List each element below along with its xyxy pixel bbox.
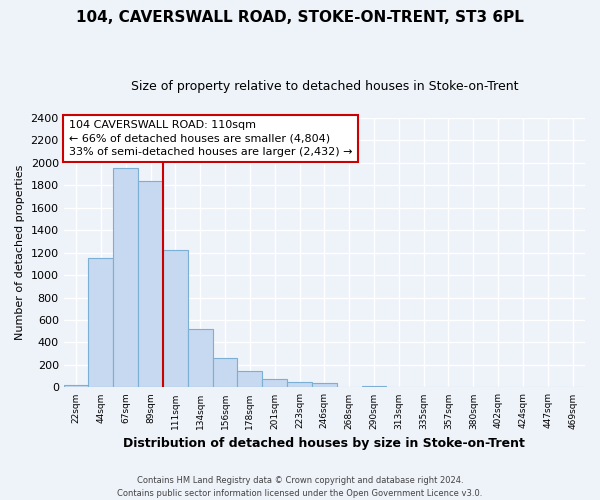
Bar [238,371,262,388]
X-axis label: Distribution of detached houses by size in Stoke-on-Trent: Distribution of detached houses by size … [124,437,525,450]
Bar [163,250,188,388]
Bar [64,384,88,388]
Bar [113,168,138,388]
Bar [287,382,312,388]
Text: 104 CAVERSWALL ROAD: 110sqm
← 66% of detached houses are smaller (4,804)
33% of : 104 CAVERSWALL ROAD: 110sqm ← 66% of det… [69,120,352,157]
Bar [386,387,411,388]
Bar [262,379,287,388]
Title: Size of property relative to detached houses in Stoke-on-Trent: Size of property relative to detached ho… [131,80,518,93]
Y-axis label: Number of detached properties: Number of detached properties [15,165,25,340]
Bar [362,386,386,388]
Bar [212,358,238,388]
Bar [312,383,337,388]
Bar [138,180,163,388]
Text: Contains HM Land Registry data © Crown copyright and database right 2024.
Contai: Contains HM Land Registry data © Crown c… [118,476,482,498]
Text: 104, CAVERSWALL ROAD, STOKE-ON-TRENT, ST3 6PL: 104, CAVERSWALL ROAD, STOKE-ON-TRENT, ST… [76,10,524,25]
Bar [88,258,113,388]
Bar [188,329,212,388]
